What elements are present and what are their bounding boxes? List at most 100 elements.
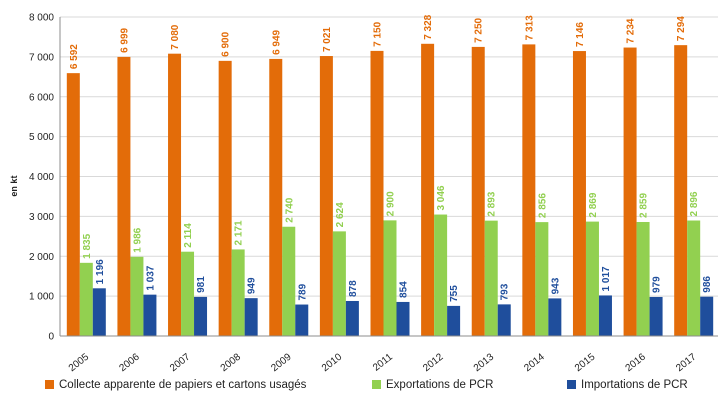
data-label: 6 900 — [221, 31, 232, 56]
data-label: 7 146 — [575, 22, 586, 47]
bar-exportations — [535, 222, 549, 336]
data-label: 793 — [500, 283, 511, 300]
data-label: 7 150 — [373, 21, 384, 46]
bar-importations — [92, 288, 106, 336]
bar-importations — [194, 296, 208, 336]
data-label: 6 592 — [69, 44, 80, 69]
bar-collecte — [522, 44, 536, 336]
data-label: 755 — [449, 285, 460, 302]
bar-exportations — [636, 221, 650, 336]
x-tick-label: 2010 — [320, 351, 345, 374]
bar-importations — [649, 296, 663, 336]
bar-exportations — [181, 251, 195, 336]
y-tick-label: 4 000 — [29, 172, 54, 183]
data-label: 2 893 — [487, 191, 498, 216]
legend-label: Collecte apparente de papiers et cartons… — [59, 379, 307, 391]
y-tick-label: 8 000 — [29, 13, 54, 24]
legend: Collecte apparente de papiers et cartons… — [45, 379, 688, 391]
bar-collecte — [421, 43, 435, 337]
bar-importations — [396, 301, 410, 336]
bar-exportations — [687, 220, 701, 336]
x-tick-label: 2014 — [522, 351, 547, 374]
legend-label: Exportations de PCR — [386, 379, 493, 391]
data-label: 979 — [652, 276, 663, 293]
data-label: 6 999 — [119, 27, 130, 52]
data-label: 7 234 — [626, 18, 637, 43]
bar-exportations — [585, 221, 599, 336]
bar-collecte — [471, 46, 485, 336]
bar-collecte — [674, 45, 688, 337]
data-label: 2 740 — [284, 197, 295, 222]
bar-collecte — [319, 56, 333, 336]
data-label: 986 — [702, 276, 713, 293]
y-tick-label: 2 000 — [29, 252, 54, 263]
x-tick-label: 2007 — [168, 351, 193, 374]
bar-collecte — [370, 50, 384, 337]
bar-importations — [497, 304, 511, 336]
y-tick-label: 0 — [48, 332, 54, 343]
bar-importations — [244, 298, 258, 336]
x-tick-label: 2009 — [269, 351, 294, 374]
x-tick-label: 2015 — [573, 351, 598, 374]
data-label: 943 — [550, 277, 561, 294]
bar-exportations — [79, 262, 93, 336]
data-label: 789 — [297, 283, 308, 300]
bar-importations — [143, 294, 157, 336]
bar-importations — [447, 305, 461, 336]
bar-importations — [598, 295, 612, 336]
y-tick-label: 5 000 — [29, 132, 54, 143]
x-tick-label: 2016 — [624, 351, 649, 374]
x-tick-label: 2011 — [371, 351, 395, 373]
data-label: 2 624 — [335, 202, 346, 227]
y-tick-label: 3 000 — [29, 212, 54, 223]
data-label: 3 046 — [436, 185, 447, 210]
x-tick-label: 2008 — [219, 351, 244, 374]
bar-exportations — [383, 220, 397, 336]
legend-swatch — [567, 380, 576, 389]
x-tick-label: 2017 — [674, 351, 699, 374]
legend-label: Importations de PCR — [581, 379, 688, 391]
bar-importations — [700, 296, 714, 336]
data-label: 7 313 — [524, 15, 535, 40]
data-label: 1 196 — [95, 259, 106, 284]
data-label: 1 037 — [145, 265, 156, 290]
data-label: 1 986 — [132, 227, 143, 252]
bar-exportations — [231, 249, 245, 336]
data-label: 878 — [348, 280, 359, 297]
data-label: 7 294 — [676, 16, 687, 41]
data-label: 2 859 — [639, 193, 650, 218]
bar-importations — [295, 304, 309, 336]
bar-collecte — [623, 47, 637, 336]
data-label: 2 171 — [234, 220, 245, 245]
x-tick-label: 2012 — [421, 351, 446, 374]
bar-collecte — [218, 60, 232, 337]
bar-exportations — [332, 231, 346, 336]
bar-exportations — [484, 220, 498, 336]
y-tick-label: 6 000 — [29, 92, 54, 103]
data-label: 7 080 — [170, 24, 181, 49]
bar-exportations — [130, 256, 144, 336]
x-tick-label: 2005 — [67, 351, 92, 374]
bar-importations — [345, 300, 359, 336]
data-label: 7 328 — [423, 14, 434, 39]
data-label: 2 896 — [689, 191, 700, 216]
y-axis-title: en kt — [9, 176, 19, 197]
data-label: 7 250 — [474, 17, 485, 42]
data-label: 2 900 — [386, 191, 397, 216]
bar-collecte — [269, 58, 283, 336]
x-tick-label: 2006 — [117, 351, 142, 374]
y-tick-label: 7 000 — [29, 52, 54, 63]
bar-exportations — [282, 226, 296, 336]
data-label: 2 869 — [588, 192, 599, 217]
data-label: 854 — [399, 281, 410, 298]
bar-importations — [548, 298, 562, 336]
bar-exportations — [434, 214, 448, 336]
bar-collecte — [168, 53, 182, 337]
bar-collecte — [117, 56, 131, 336]
data-label: 7 021 — [322, 27, 333, 52]
data-label: 2 856 — [537, 193, 548, 218]
data-label: 1 835 — [82, 233, 93, 258]
